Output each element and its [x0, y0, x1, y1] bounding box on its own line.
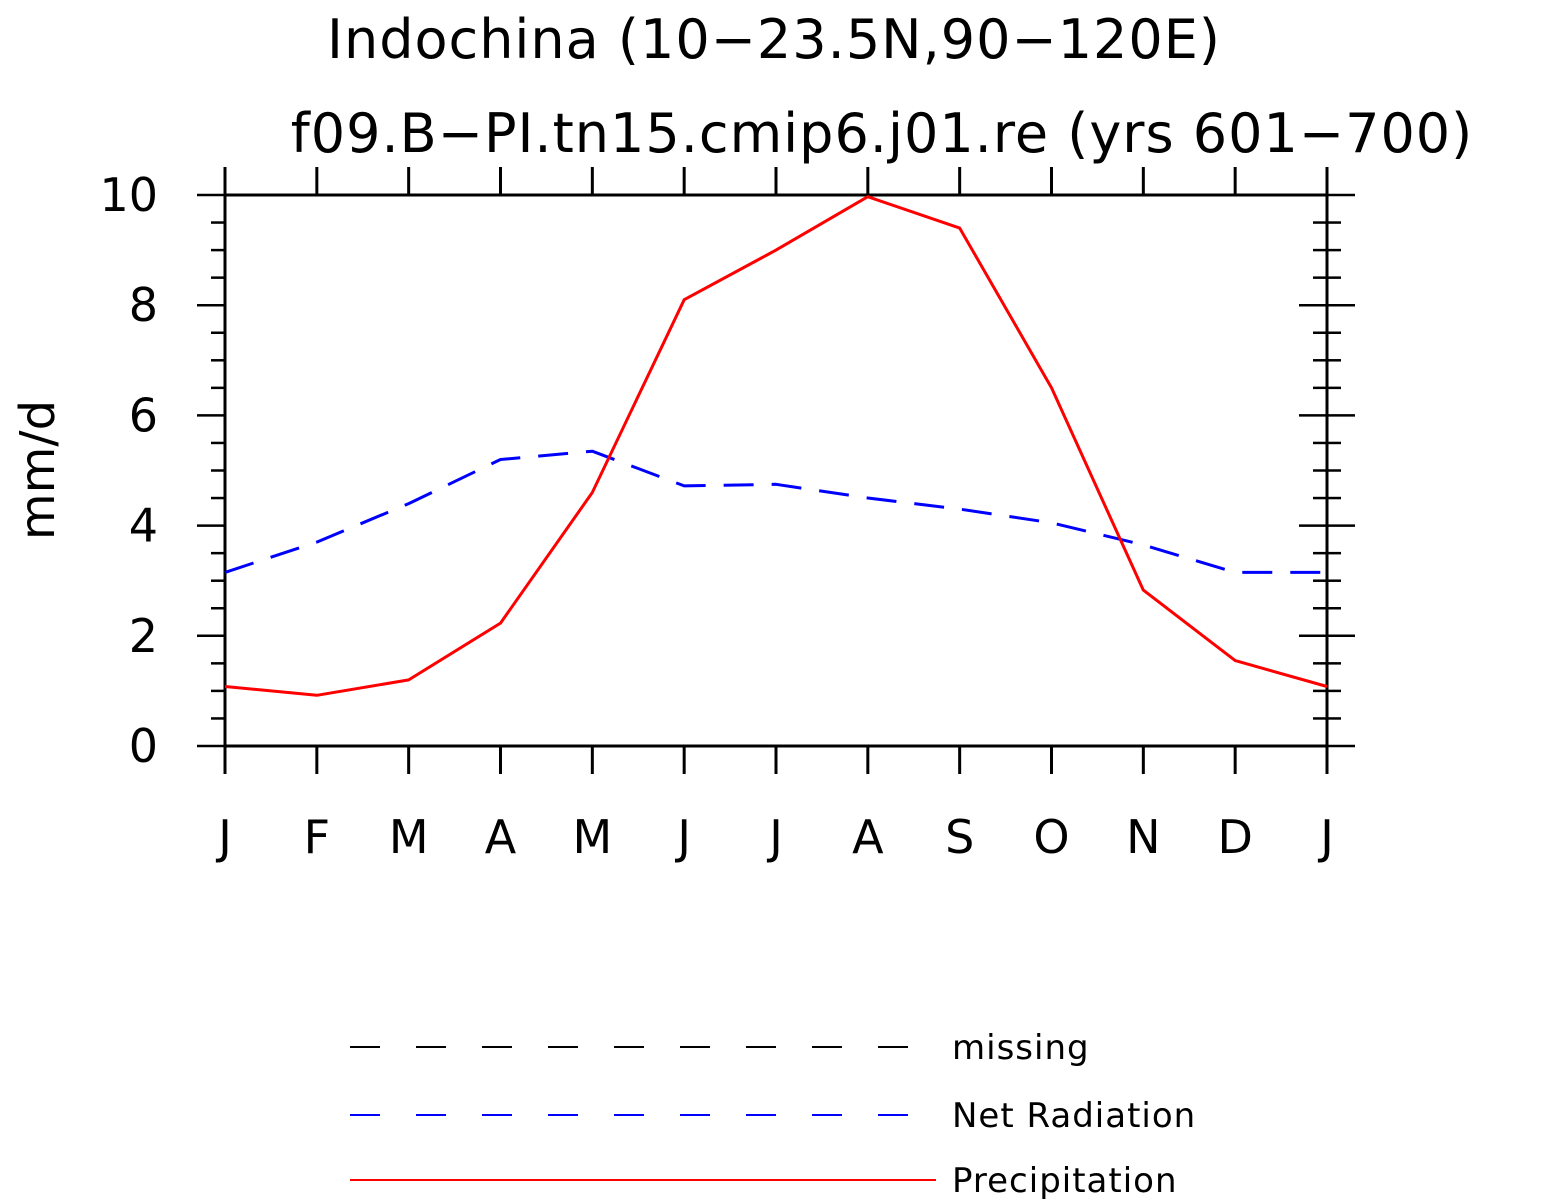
x-tick-label: A — [485, 810, 517, 864]
y-tick-label: 10 — [99, 168, 158, 222]
chart-subtitle: f09.B−PI.tn15.cmip6.j01.re (yrs 601−700) — [291, 102, 1473, 165]
legend: missing Net Radiation Precipitation — [350, 1028, 1196, 1199]
x-tick-label: F — [304, 810, 330, 864]
x-tick-label: M — [389, 810, 429, 864]
series-line-net-radiation — [224, 449, 1327, 574]
x-tick-label: O — [1033, 810, 1069, 864]
legend-label-missing: missing — [952, 1028, 1090, 1068]
x-tick-label: J — [215, 810, 232, 864]
x-tick-label: J — [674, 810, 691, 864]
plot-area: J F M A M J J A S O N D J 0 2 4 6 8 10 — [99, 167, 1355, 864]
x-tick-label: N — [1126, 810, 1160, 864]
chart-title: Indochina (10−23.5N,90−120E) — [327, 8, 1221, 71]
x-tick-label: S — [945, 810, 974, 864]
plot-frame — [223, 193, 1329, 748]
y-tick-label: 0 — [129, 719, 158, 773]
y-tick-label: 2 — [129, 609, 158, 663]
y-tick-label: 4 — [129, 499, 158, 553]
x-tick-label: J — [1317, 810, 1334, 864]
x-tick-label: D — [1217, 810, 1252, 864]
x-tick-label: M — [572, 810, 612, 864]
legend-label-precipitation: Precipitation — [952, 1161, 1178, 1199]
x-tick-label: A — [852, 810, 884, 864]
y-axis-label: mm/d — [10, 400, 66, 540]
y-tick-label: 8 — [129, 278, 158, 332]
legend-label-net-radiation: Net Radiation — [952, 1096, 1196, 1136]
series-line-precipitation — [224, 195, 1328, 697]
x-tick-label: J — [766, 810, 783, 864]
y-tick-label: 6 — [129, 388, 158, 442]
